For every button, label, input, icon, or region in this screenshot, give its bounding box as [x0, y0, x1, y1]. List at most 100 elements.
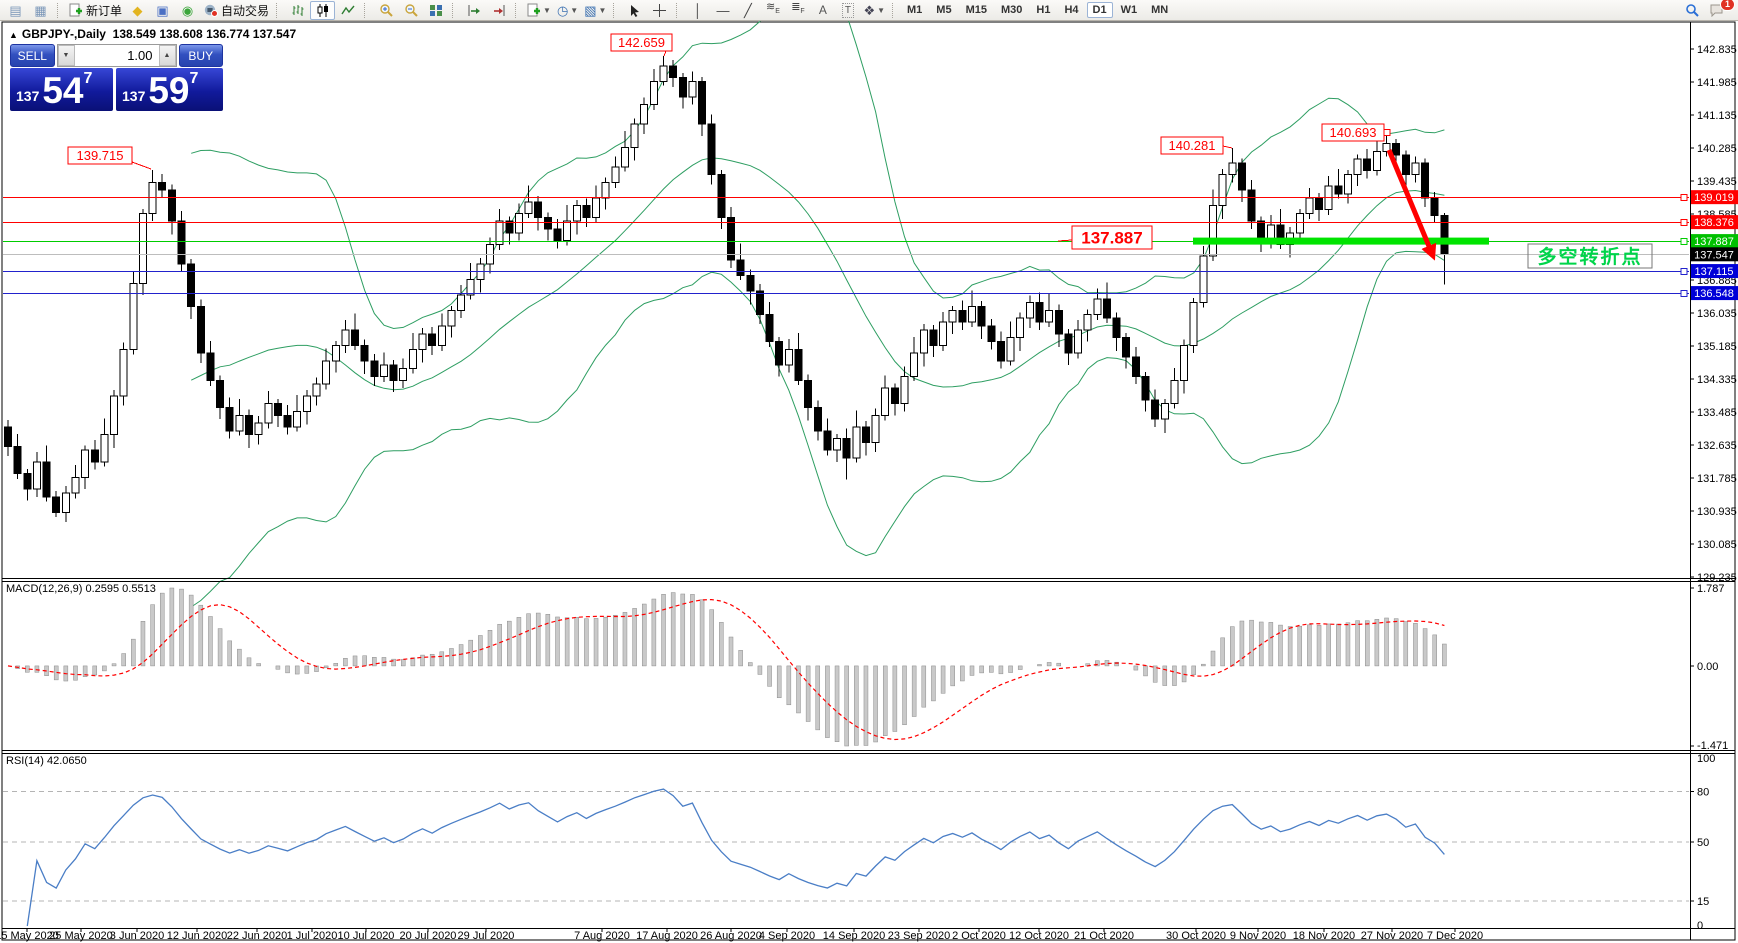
- text-icon[interactable]: A: [818, 2, 827, 17]
- svg-text:132.635: 132.635: [1697, 440, 1737, 452]
- cursor-icon[interactable]: [622, 1, 647, 20]
- zoom-in-icon[interactable]: [373, 1, 398, 20]
- price-badge: [1691, 234, 1738, 249]
- terminal-icon[interactable]: ▣: [156, 2, 169, 18]
- arrows-dropdown[interactable]: ❖ ▼: [863, 2, 886, 18]
- main-toolbar: ▤ ▦ 新订单 ◆ ▣ ◉ 自动交易 ▼ ◷ ▼ ▧ ▼: [0, 0, 1738, 21]
- svg-text:0: 0: [1697, 920, 1703, 932]
- tile-windows-icon[interactable]: [423, 1, 448, 20]
- volume-spinner: ▼ 1.00 ▲: [56, 44, 177, 67]
- timeframe-button-M15[interactable]: M15: [965, 4, 987, 16]
- buy-price-display[interactable]: 137 59 7: [116, 68, 223, 111]
- svg-text:131.785: 131.785: [1697, 473, 1737, 485]
- svg-text:26 Aug 2020: 26 Aug 2020: [700, 930, 762, 942]
- sell-price-display[interactable]: 137 54 7: [10, 68, 113, 111]
- svg-text:50: 50: [1697, 837, 1709, 849]
- svg-text:139.435: 139.435: [1697, 176, 1737, 188]
- line-chart-icon[interactable]: [335, 1, 360, 20]
- one-click-trading-panel: SELL ▼ 1.00 ▲ BUY 137 54 7 137 59 7: [10, 44, 223, 111]
- hline-handle: [1680, 238, 1688, 245]
- symbol-ohlc: 138.549 138.608 136.774 137.547: [112, 27, 297, 41]
- svg-text:135.185: 135.185: [1697, 341, 1737, 353]
- vertical-line-icon[interactable]: │: [693, 2, 702, 18]
- buy-button[interactable]: BUY: [178, 44, 223, 67]
- note-box: [1527, 243, 1653, 269]
- sell-button[interactable]: SELL: [10, 44, 55, 67]
- data-window-icon[interactable]: ▦: [34, 2, 47, 18]
- hline-handle: [1680, 268, 1688, 275]
- timeframe-button-M30[interactable]: M30: [1000, 4, 1023, 16]
- symbol-arrow-icon: ▲: [9, 30, 18, 40]
- svg-text:4 Sep 2020: 4 Sep 2020: [759, 930, 815, 942]
- chart-shift-icon[interactable]: [486, 1, 511, 20]
- svg-text:30 Oct 2020: 30 Oct 2020: [1166, 930, 1226, 942]
- svg-text:133.485: 133.485: [1697, 407, 1737, 419]
- timeframe-button-D1[interactable]: D1: [1086, 2, 1113, 18]
- buy-price-group: 137: [122, 88, 146, 104]
- svg-text:130.935: 130.935: [1697, 506, 1737, 518]
- svg-text:134.335: 134.335: [1697, 374, 1737, 386]
- svg-text:100: 100: [1697, 753, 1715, 765]
- toolbar-separator: [452, 2, 457, 18]
- toolbar-separator: [276, 2, 281, 18]
- price-callout-box: [610, 33, 673, 52]
- search-icon[interactable]: [1679, 1, 1704, 20]
- fibonacci-icon[interactable]: ≣F: [791, 1, 805, 16]
- auto-scroll-icon[interactable]: [461, 1, 486, 20]
- support-zone-bar: [1193, 237, 1489, 245]
- svg-text:141.985: 141.985: [1697, 77, 1737, 89]
- timeframe-button-M5[interactable]: M5: [936, 4, 952, 16]
- indicators-dropdown[interactable]: ▼: [524, 1, 554, 20]
- volume-input[interactable]: 1.00: [127, 48, 153, 63]
- template-dropdown[interactable]: ▧ ▼: [584, 2, 607, 18]
- svg-text:3 Jun 2020: 3 Jun 2020: [110, 930, 164, 942]
- horizontal-line-icon[interactable]: —: [716, 2, 730, 18]
- signals-icon[interactable]: ◉: [181, 2, 194, 18]
- bar-chart-icon[interactable]: [285, 1, 310, 20]
- crosshair-icon[interactable]: [647, 1, 672, 20]
- volume-decrease-button[interactable]: ▼: [57, 45, 75, 66]
- toolbar-separator: [364, 2, 369, 18]
- note-text: 多空转折点: [1537, 245, 1642, 268]
- svg-text:137.887: 137.887: [1694, 236, 1734, 248]
- rsi-line: [26, 788, 1445, 927]
- volume-increase-button[interactable]: ▲: [158, 45, 176, 66]
- timeframe-button-M1[interactable]: M1: [907, 4, 923, 16]
- candle-chart-icon[interactable]: [310, 0, 336, 20]
- metaeditor-icon[interactable]: ◆: [132, 2, 143, 18]
- trend-arrow: [1386, 149, 1437, 261]
- svg-text:139.715: 139.715: [77, 148, 124, 163]
- svg-text:9 Nov 2020: 9 Nov 2020: [1230, 930, 1286, 942]
- svg-text:14 Sep 2020: 14 Sep 2020: [823, 930, 885, 942]
- svg-text:15 May 2020: 15 May 2020: [0, 930, 59, 942]
- autotrade-label: 自动交易: [221, 3, 270, 18]
- text-label-icon[interactable]: T: [835, 1, 860, 20]
- price-badge: [1691, 264, 1738, 279]
- timeframe-button-W1[interactable]: W1: [1120, 4, 1138, 16]
- chart-title: ▲ GBPJPY-,Daily 138.549 138.608 136.774 1…: [9, 27, 296, 41]
- zoom-out-icon[interactable]: [398, 1, 423, 20]
- timeframe-button-H1[interactable]: H1: [1036, 4, 1051, 16]
- price-badge: [1691, 215, 1738, 230]
- equidistant-channel-icon[interactable]: ≋E: [765, 1, 780, 16]
- price-badge: [1691, 190, 1738, 205]
- new-order-button[interactable]: 新订单: [66, 1, 125, 20]
- charts-list-icon[interactable]: ▤: [9, 2, 22, 18]
- symbol-name: GBPJPY-,Daily: [21, 27, 106, 41]
- svg-text:23 Sep 2020: 23 Sep 2020: [888, 930, 950, 942]
- chat-badge: 1: [1719, 0, 1735, 11]
- sell-price-big: 54: [42, 70, 84, 111]
- svg-text:27 Nov 2020: 27 Nov 2020: [1361, 930, 1423, 942]
- svg-text:139.019: 139.019: [1694, 192, 1734, 204]
- timeframe-button-MN[interactable]: MN: [1151, 4, 1169, 16]
- sell-price-group: 137: [16, 88, 40, 104]
- timeframe-button-H4[interactable]: H4: [1064, 4, 1079, 16]
- autotrade-button[interactable]: 自动交易: [200, 1, 272, 20]
- period-dropdown[interactable]: ◷ ▼: [556, 2, 579, 18]
- svg-text:0.00: 0.00: [1697, 661, 1718, 673]
- svg-text:15: 15: [1697, 896, 1709, 908]
- chat-icon[interactable]: 1: [1704, 0, 1735, 20]
- svg-text:137.115: 137.115: [1695, 266, 1734, 278]
- trendline-icon[interactable]: ╱: [744, 2, 752, 18]
